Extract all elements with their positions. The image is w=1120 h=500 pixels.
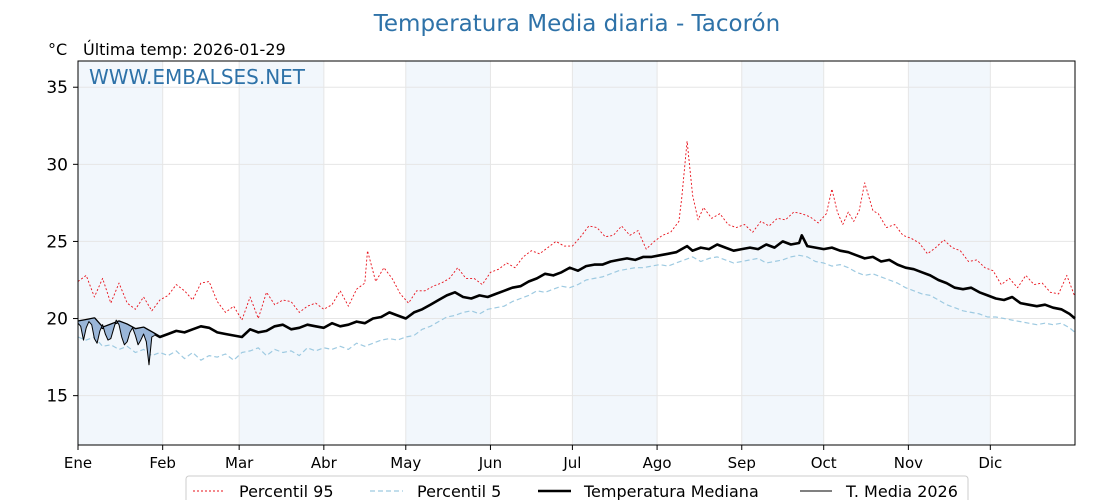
legend-box — [185, 475, 969, 500]
x-tick-label-ago: Ago — [643, 454, 672, 472]
legend-label-percentil-5: Percentil 5 — [417, 482, 501, 500]
legend-label-temperatura-mediana: Temperatura Mediana — [583, 482, 759, 500]
legend-label-t-media-2026: T. Media 2026 — [845, 482, 958, 500]
series-layer — [77, 140, 1076, 366]
month-band-sep — [741, 61, 824, 445]
x-tick-label-mar: Mar — [225, 454, 254, 472]
x-tick-label-ene: Ene — [64, 454, 92, 472]
series-line-percentil-95 — [77, 140, 1076, 321]
series-line-percentil-5 — [77, 254, 1076, 361]
series-line-temperatura-mediana — [77, 234, 1076, 339]
x-tick-label-sep: Sep — [728, 454, 756, 472]
series-fill-t-media-2026 — [78, 318, 155, 365]
unit-label: °C — [48, 40, 67, 59]
month-band-ene — [78, 61, 163, 445]
watermark: WWW.EMBALSES.NET — [89, 65, 306, 89]
legend: Percentil 95 Percentil 5 Temperatura Med… — [185, 475, 969, 500]
month-band-jul — [572, 61, 658, 445]
x-tick-label-abr: Abr — [311, 454, 338, 472]
y-tick-label-15: 15 — [46, 387, 68, 407]
series-line-t-media-2026 — [77, 319, 155, 366]
plot-frame — [77, 60, 1076, 446]
y-tick-label-20: 20 — [46, 310, 68, 330]
y-tick-label-35: 35 — [46, 78, 68, 98]
x-tick-label-feb: Feb — [149, 454, 176, 472]
plot-background — [78, 61, 991, 445]
axis-layer: 15 20 25 30 35 Ene Feb Mar Abr May Jun Jul Ago Sep Oct… — [46, 78, 1002, 472]
x-tick-label-dic: Dic — [978, 454, 1002, 472]
y-tick-label-25: 25 — [46, 232, 68, 252]
x-tick-label-oct: Oct — [811, 454, 837, 472]
legend-label-percentil-95: Percentil 95 — [239, 482, 334, 500]
chart-title: Temperatura Media diaria - Tacorón — [373, 11, 780, 37]
x-tick-label-nov: Nov — [894, 454, 923, 472]
month-band-mar — [239, 61, 324, 445]
grid-layer — [78, 61, 1075, 445]
y-tick-label-30: 30 — [46, 155, 68, 175]
last-temp-label: Última temp: 2026-01-29 — [83, 40, 286, 59]
month-band-nov — [908, 61, 991, 445]
x-tick-label-may: May — [390, 454, 421, 472]
x-tick-label-jul: Jul — [562, 454, 581, 472]
month-band-may — [405, 61, 491, 445]
x-tick-label-jun: Jun — [478, 454, 502, 472]
